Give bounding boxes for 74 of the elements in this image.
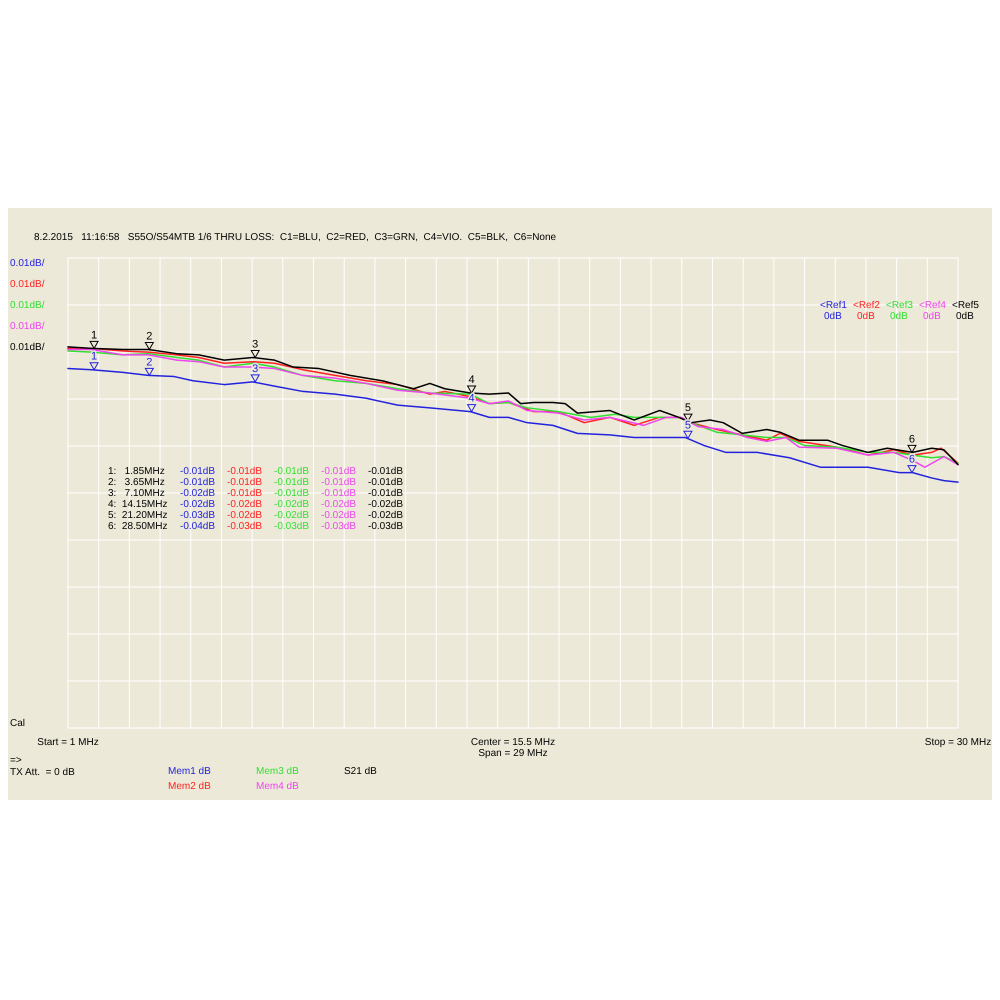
annotation: 2: 3.65MHz: [108, 477, 165, 488]
annotation: -0.01dB: [227, 488, 262, 499]
annotation: 3: 7.10MHz: [108, 488, 165, 499]
annotation: -0.02dB: [180, 488, 216, 499]
annotation: -0.01dB: [368, 488, 404, 499]
text: =>: [10, 755, 22, 766]
annotation: -0.02dB: [227, 499, 262, 510]
text: <Ref1: [820, 300, 848, 311]
text: Mem3 dB: [256, 766, 300, 777]
text: Mem4 dB: [256, 781, 300, 792]
annotation: -0.01dB: [180, 466, 216, 477]
annotation: 2: [146, 356, 152, 368]
annotation: -0.01dB: [274, 477, 310, 488]
text: 0dB: [923, 311, 942, 322]
annotation: -0.03dB: [274, 521, 310, 532]
text: 0.01dB/: [10, 342, 45, 353]
annotation: -0.02dB: [227, 510, 262, 521]
text: 0.01dB/: [10, 279, 45, 290]
annotation: 5: 21.20MHz: [108, 510, 168, 521]
annotation: -0.03dB: [368, 521, 404, 532]
text: 0.01dB/: [10, 321, 45, 332]
annotation: -0.01dB: [321, 466, 356, 477]
text: 0dB: [890, 311, 908, 322]
x-tick-label: Start = 1 MHz: [37, 737, 99, 748]
annotation: -0.02dB: [321, 510, 356, 521]
text: TX Att. = 0 dB: [10, 767, 76, 778]
annotation: -0.01dB: [274, 466, 310, 477]
annotation: -0.01dB: [227, 466, 262, 477]
text: Mem1 dB: [168, 766, 212, 777]
annotation: 1: [91, 350, 98, 363]
text: Mem2 dB: [168, 781, 212, 792]
annotation: -0.01dB: [368, 477, 404, 488]
annotation: 1: 1.85MHz: [108, 466, 165, 477]
annotation: -0.02dB: [274, 510, 310, 521]
annotation: 5: [684, 419, 691, 432]
annotation: -0.01dB: [274, 488, 310, 499]
text: <Ref5: [952, 300, 980, 311]
text: Span = 29 MHz: [478, 748, 548, 759]
chart-subtitle: 8.2.2015 11:16:58 S55O/S54MTB 1/6 THRU LOSS: C1=BLU, C2=RED, C3=GRN, C4=VIO. C5=BLK, C6=None: [34, 232, 557, 243]
text: 0.01dB/: [10, 258, 45, 269]
text: 0.01dB/: [10, 300, 45, 311]
text: 0dB: [956, 311, 974, 322]
annotation: -0.01dB: [227, 477, 262, 488]
annotation: 5: [684, 402, 691, 414]
annotation: 4: [468, 374, 475, 386]
annotation: -0.02dB: [274, 499, 310, 510]
annotation: -0.02dB: [321, 499, 356, 510]
text: <Ref2: [853, 300, 880, 311]
annotation: 6: 28.50MHz: [108, 521, 168, 532]
text: <Ref3: [886, 300, 914, 311]
annotation: -0.01dB: [321, 477, 356, 488]
annotation: -0.01dB: [180, 477, 216, 488]
annotation: -0.02dB: [180, 499, 216, 510]
x-tick-label: Center = 15.5 MHz: [470, 737, 556, 748]
annotation: -0.02dB: [368, 499, 404, 510]
annotation: 1: [91, 329, 98, 342]
annotation: -0.03dB: [227, 521, 262, 532]
annotation: 3: [252, 338, 258, 351]
text: Cal: [10, 718, 26, 729]
annotation: -0.01dB: [368, 466, 404, 477]
annotation: -0.01dB: [321, 488, 356, 499]
annotation: 2: [146, 330, 152, 342]
annotation: -0.02dB: [368, 510, 404, 521]
annotation: 6: [908, 433, 916, 446]
annotation: -0.03dB: [180, 510, 216, 521]
annotation: -0.03dB: [321, 521, 356, 532]
annotation: 4: [468, 392, 475, 405]
text: 0dB: [857, 311, 876, 322]
annotation: -0.04dB: [180, 521, 216, 532]
text: S21 dB: [344, 766, 378, 777]
annotation: 4: 14.15MHz: [108, 499, 168, 510]
x-tick-label: Stop = 30 MHz: [924, 737, 992, 748]
text: <Ref4: [919, 300, 946, 311]
text: 0dB: [824, 311, 842, 322]
